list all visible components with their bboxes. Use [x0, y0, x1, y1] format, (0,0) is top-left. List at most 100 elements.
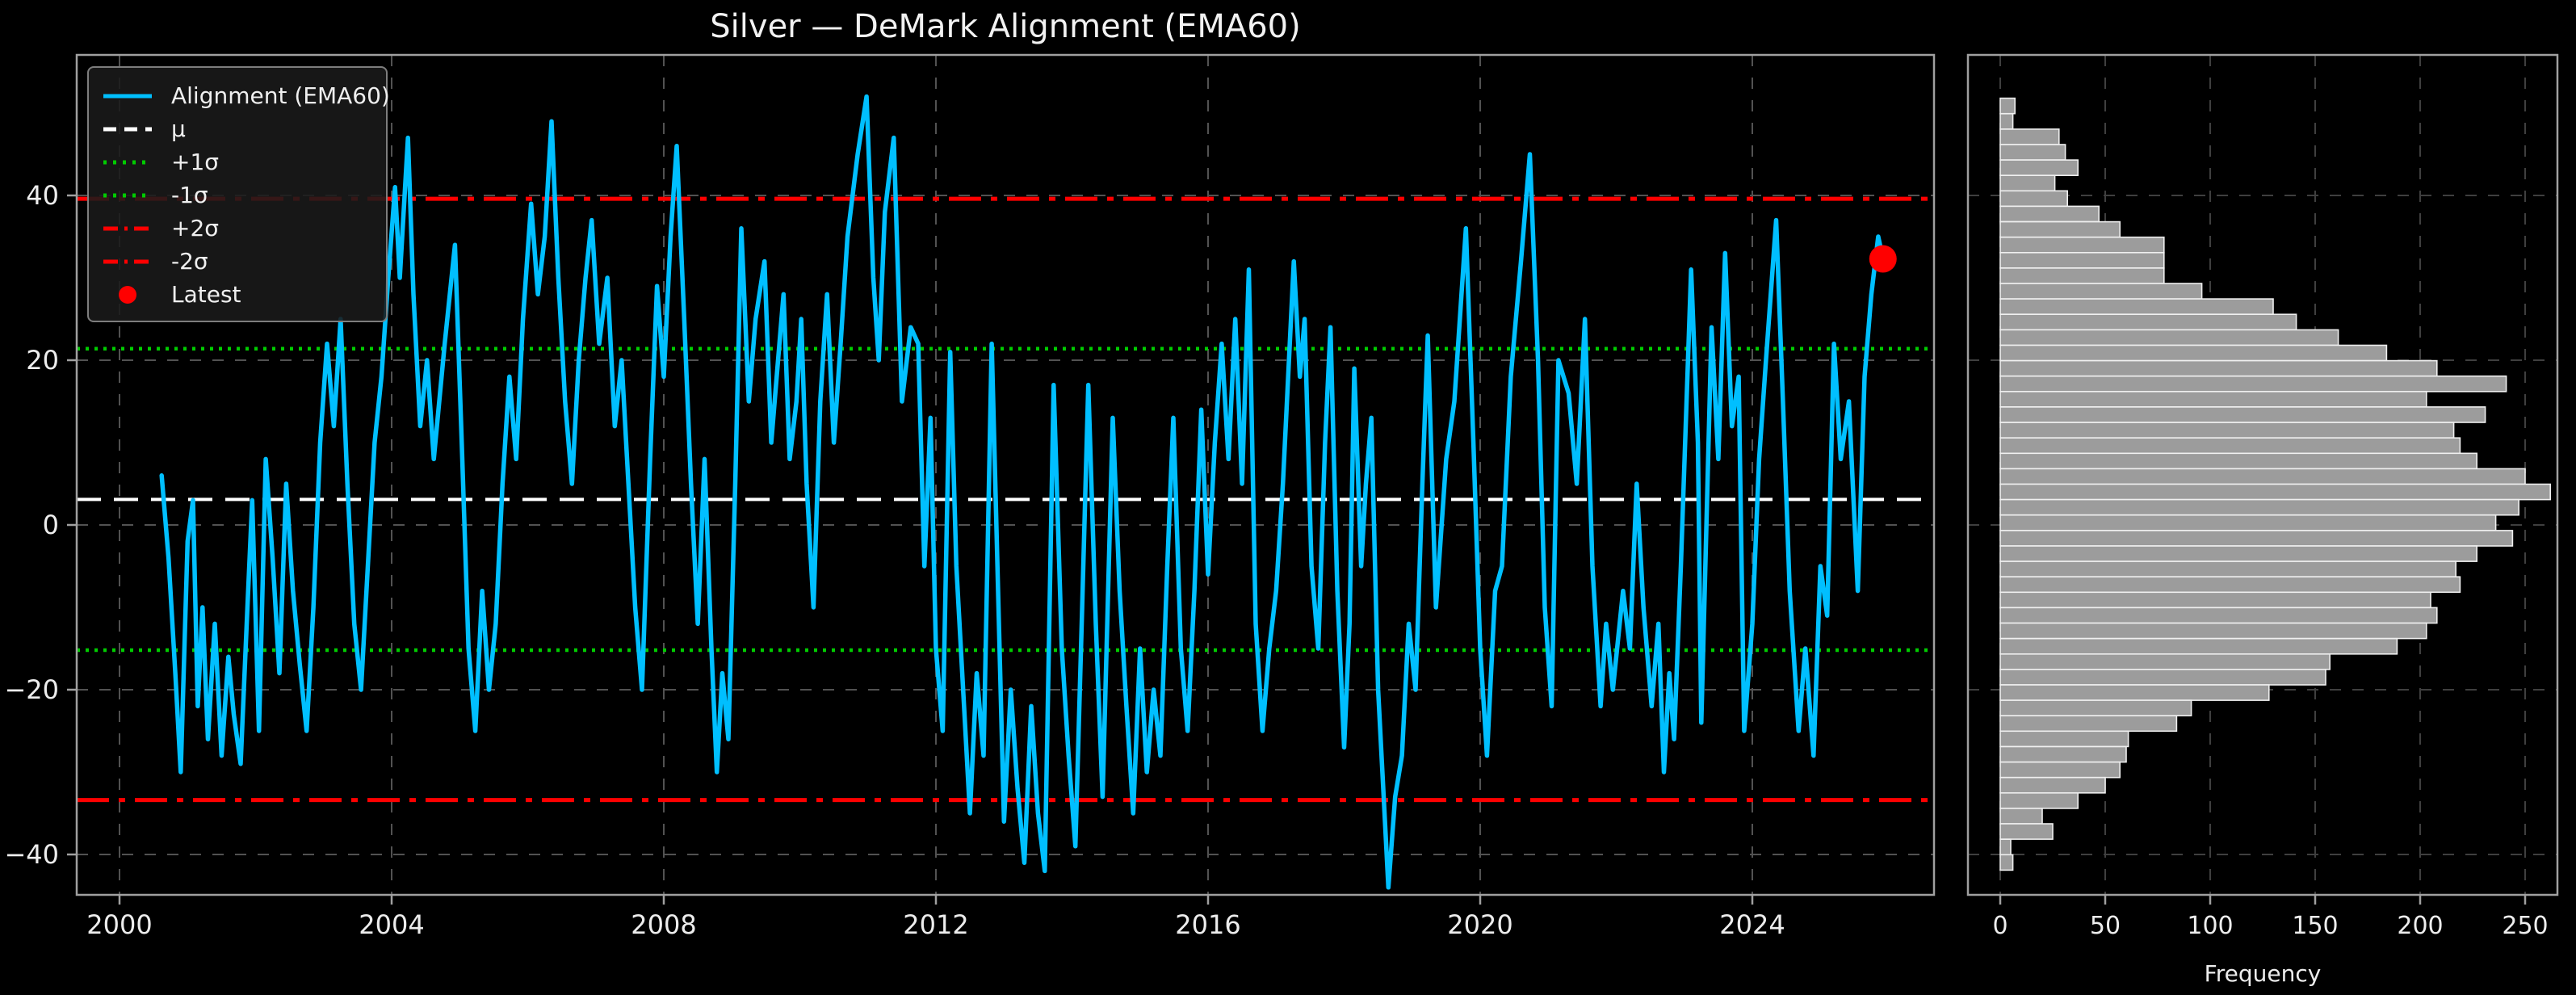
histogram-bar — [1999, 730, 2129, 748]
minus2sigma-line-swatch-icon — [103, 259, 152, 263]
latest-marker — [1869, 245, 1897, 273]
histogram-bar — [1999, 576, 2461, 594]
y-tick-label: −40 — [4, 839, 59, 870]
x-tick-label: 2000 — [86, 909, 152, 940]
y-tick-label: 40 — [26, 180, 59, 211]
histogram-bar — [1999, 530, 2514, 547]
histogram-bar — [1999, 791, 2079, 809]
hist-xlabel: Frequency — [2205, 960, 2322, 987]
legend-item-plus1sigma: +1σ — [97, 145, 378, 178]
legend-item-label: +1σ — [171, 149, 220, 175]
histogram-bar — [1999, 113, 2014, 130]
histogram-bar — [1999, 313, 2297, 331]
hist-x-tick-label: 250 — [2502, 912, 2548, 940]
histogram-bar — [1999, 808, 2043, 825]
histogram-bar — [1999, 359, 2438, 377]
plus1sigma-line-swatch-icon — [103, 160, 152, 164]
legend-item-plus2sigma: +2σ — [97, 212, 378, 245]
legend-item-mu: μ — [97, 112, 378, 145]
legend-item-latest: Latest — [97, 278, 378, 311]
left-axes-ticks: 2000 2004 2008 2012 2016 2020 2024 40 20 0 −20 −40 — [4, 180, 1785, 940]
hist-axes-frame — [1966, 53, 2559, 896]
x-tick-label: 2012 — [903, 909, 968, 940]
histogram-bar — [1999, 854, 2014, 871]
legend-item-minus2sigma: -2σ — [97, 245, 378, 278]
y-tick-label: 0 — [43, 510, 59, 540]
legend-item-label: -1σ — [171, 182, 208, 208]
histogram-bar — [1999, 190, 2068, 208]
histogram-bar — [1999, 669, 2326, 686]
latest-marker-swatch-icon — [119, 285, 136, 304]
histogram-bar — [1999, 715, 2178, 733]
hist-axes-ticks: 0 50 100 150 200 250 — [1992, 895, 2549, 940]
hist-x-tick-label: 200 — [2397, 912, 2443, 940]
legend-item-minus1sigma: -1σ — [97, 178, 378, 212]
histogram-bar — [1999, 761, 2121, 779]
histogram-bar — [1999, 591, 2431, 609]
alignment-line-swatch-icon — [103, 94, 152, 98]
legend-item-label: +2σ — [171, 215, 220, 241]
x-tick-label: 2024 — [1719, 909, 1785, 940]
histogram-bar — [1999, 622, 2427, 640]
x-tick-label: 2008 — [631, 909, 696, 940]
histogram-bar — [1999, 236, 2165, 254]
histogram-bar — [1999, 699, 2192, 716]
histogram-bar — [1999, 329, 2339, 346]
y-tick-label: 20 — [26, 345, 59, 376]
legend: Alignment (EMA60) μ +1σ -1σ +2σ -2σ Late… — [87, 66, 390, 322]
x-tick-label: 2020 — [1447, 909, 1512, 940]
histogram-bar — [1999, 560, 2457, 577]
histogram-bar — [1999, 144, 2066, 161]
histogram-bar — [1999, 422, 2455, 439]
histogram-bar — [1999, 344, 2388, 362]
histogram-bar — [1999, 452, 2478, 470]
histogram-bar — [1999, 545, 2478, 562]
histogram-bar — [1999, 159, 2079, 177]
latest-marker-glyph — [119, 285, 136, 304]
plus2sigma-line-swatch-icon — [103, 226, 152, 230]
histogram-bar — [1999, 745, 2127, 763]
histogram-bar — [1999, 483, 2552, 501]
x-tick-label: 2016 — [1175, 909, 1240, 940]
histogram-bar — [1999, 776, 2106, 794]
histogram-bar — [1999, 220, 2121, 238]
histogram-bar — [1999, 375, 2507, 393]
histogram-bar — [1999, 514, 2497, 531]
histogram-bar — [1999, 267, 2165, 284]
histogram-bar — [1999, 823, 2054, 840]
histogram-bar — [1999, 838, 2012, 856]
histogram-bar — [1999, 298, 2274, 316]
legend-item-label: Alignment (EMA60) — [171, 82, 390, 109]
histogram-bar — [1999, 684, 2270, 701]
legend-item-label: Latest — [171, 281, 241, 308]
hist-x-tick-label: 150 — [2292, 912, 2338, 940]
legend-item-alignment: Alignment (EMA60) — [97, 79, 390, 112]
histogram-bar — [1999, 498, 2520, 516]
histogram-bar — [1999, 390, 2427, 408]
y-tick-label: −20 — [4, 674, 59, 705]
histogram-bar — [1999, 406, 2486, 423]
histogram-bars — [1999, 97, 2552, 871]
hist-x-tick-label: 0 — [1992, 912, 2008, 940]
histogram-bar — [1999, 128, 2060, 145]
x-tick-label: 2004 — [359, 909, 424, 940]
legend-item-label: μ — [171, 115, 186, 142]
chart-title: Silver — DeMark Alignment (EMA60) — [710, 8, 1301, 45]
histogram-bar — [1999, 97, 2016, 115]
minus1sigma-line-swatch-icon — [103, 193, 152, 197]
mu-line-swatch-icon — [103, 127, 152, 131]
histogram-bar — [1999, 251, 2165, 269]
histogram-bar — [1999, 637, 2398, 655]
hist-x-tick-label: 50 — [2090, 912, 2121, 940]
histogram-bar — [1999, 205, 2100, 223]
histogram-bar — [1999, 437, 2461, 455]
legend-item-label: -2σ — [171, 248, 208, 275]
histogram-bar — [1999, 174, 2056, 192]
hist-x-tick-label: 100 — [2187, 912, 2233, 940]
histogram-bar — [1999, 607, 2438, 624]
histogram-bar — [1999, 468, 2526, 485]
histogram-bar — [1999, 653, 2331, 670]
left-axes-frame — [75, 53, 1936, 896]
